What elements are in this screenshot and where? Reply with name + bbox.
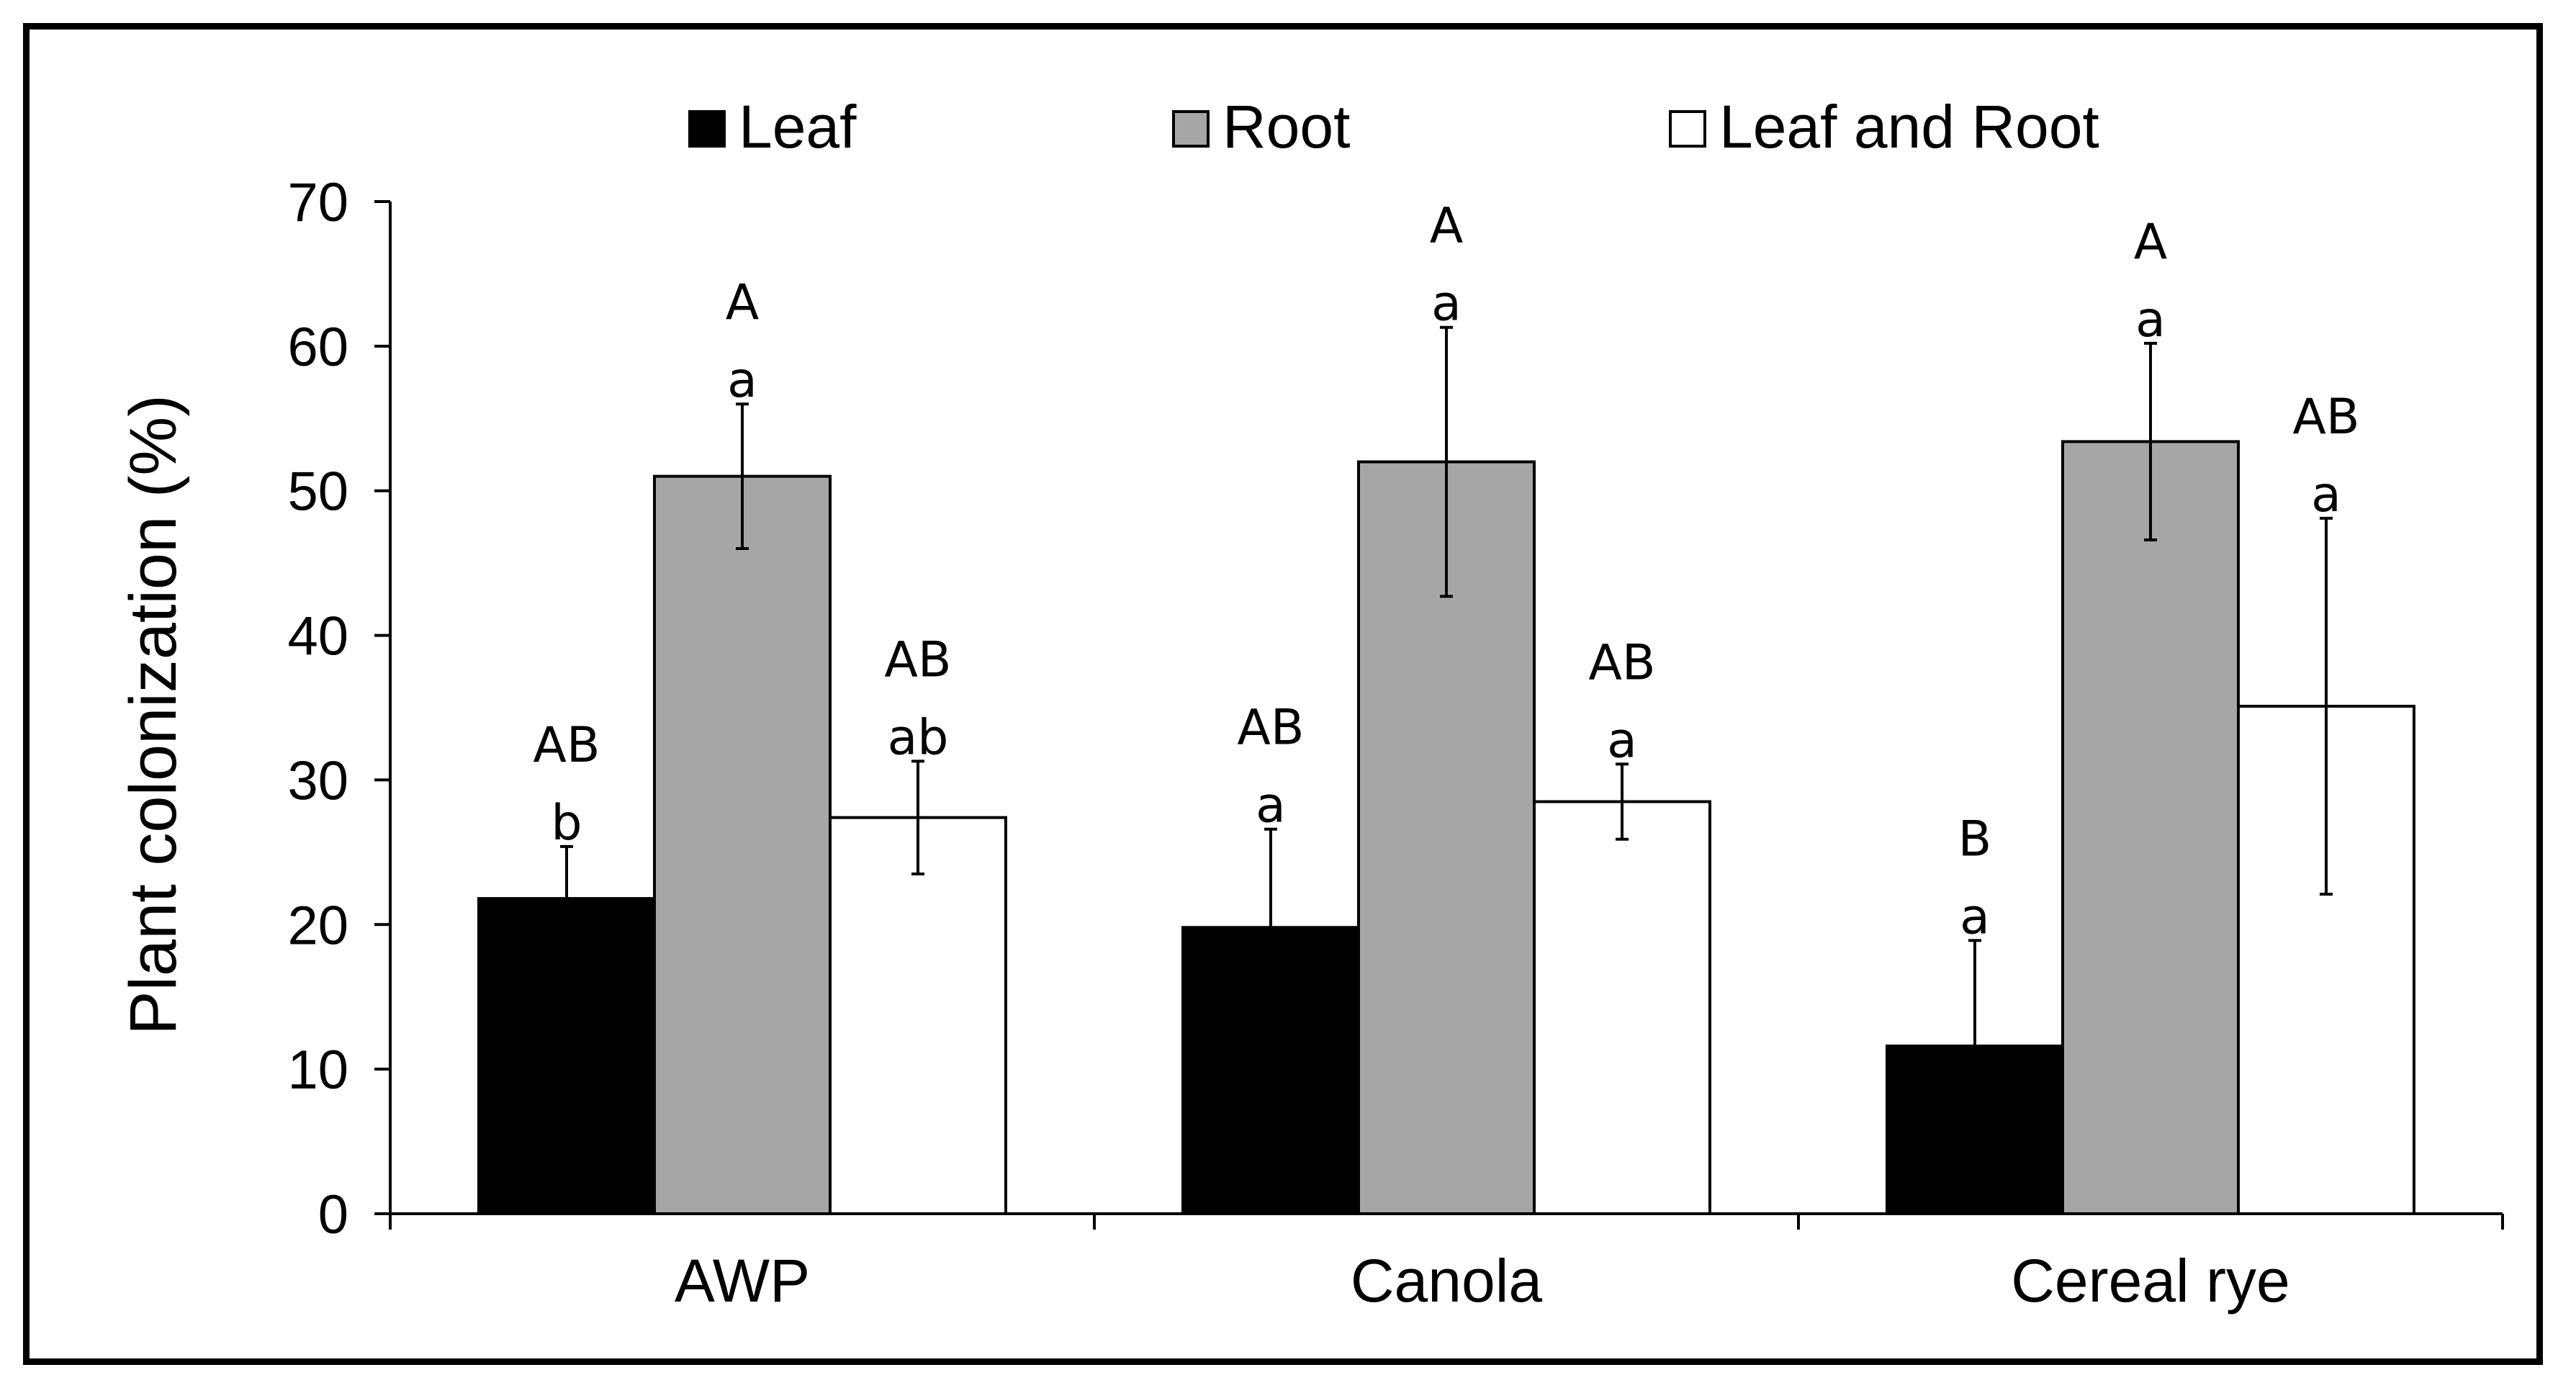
x-category-label: Cereal rye	[2011, 1247, 2289, 1315]
significance-upper-label: AB	[1237, 700, 1304, 757]
significance-lower-label: b	[551, 795, 582, 852]
y-axis-title: Plant colonization (%)	[117, 395, 190, 1035]
significance-lower-label: a	[1256, 777, 1286, 834]
y-tick-label: 30	[287, 750, 348, 811]
y-tick-label: 50	[287, 461, 348, 523]
significance-upper-label: AB	[884, 631, 951, 688]
y-tick-label: 70	[287, 172, 348, 233]
significance-upper-label: AB	[1588, 634, 1655, 691]
legend-label: Leaf	[739, 93, 857, 161]
significance-lower-label: a	[1960, 888, 1990, 945]
significance-lower-label: a	[1431, 276, 1462, 333]
bar-leaf-and-root	[829, 816, 1007, 1216]
bars	[477, 325, 2415, 1216]
bar-leaf-and-root	[1533, 800, 1711, 1215]
significance-lower-label: a	[2135, 292, 2166, 348]
significance-upper-label: B	[1958, 811, 1992, 867]
significance-lower-label: a	[2311, 466, 2341, 523]
significance-upper-label: A	[1430, 198, 1464, 255]
significance-upper-label: A	[726, 274, 760, 331]
significance-lower-label: a	[727, 352, 757, 409]
labels: bABaAabABAWPaABaAaABCanolaaBaAaABCereal …	[533, 198, 2359, 1315]
legend-swatch-root	[1172, 110, 1210, 148]
legend-label: Leaf and Root	[1719, 93, 2099, 161]
significance-lower-label: a	[1607, 712, 1637, 769]
significance-upper-label: AB	[2292, 389, 2359, 446]
x-category-label: Canola	[1351, 1247, 1542, 1315]
bar-root	[2061, 440, 2240, 1215]
y-tick-label: 60	[287, 317, 348, 378]
significance-upper-label: A	[2134, 214, 2168, 271]
y-tick-label: 20	[287, 895, 348, 956]
y-tick-label: 40	[287, 606, 348, 667]
bar-root	[653, 474, 832, 1216]
significance-upper-label: AB	[533, 717, 600, 774]
significance-lower-label: ab	[888, 709, 949, 766]
legend-swatch-leaf	[688, 110, 726, 148]
legend: Leaf Root Leaf and Root	[688, 93, 2099, 161]
x-category-label: AWP	[675, 1247, 810, 1315]
legend-label: Root	[1222, 93, 1350, 161]
y-tick-label: 10	[287, 1040, 348, 1101]
legend-swatch-leaf-and-root	[1669, 110, 1706, 148]
y-tick-label: 0	[318, 1184, 348, 1245]
